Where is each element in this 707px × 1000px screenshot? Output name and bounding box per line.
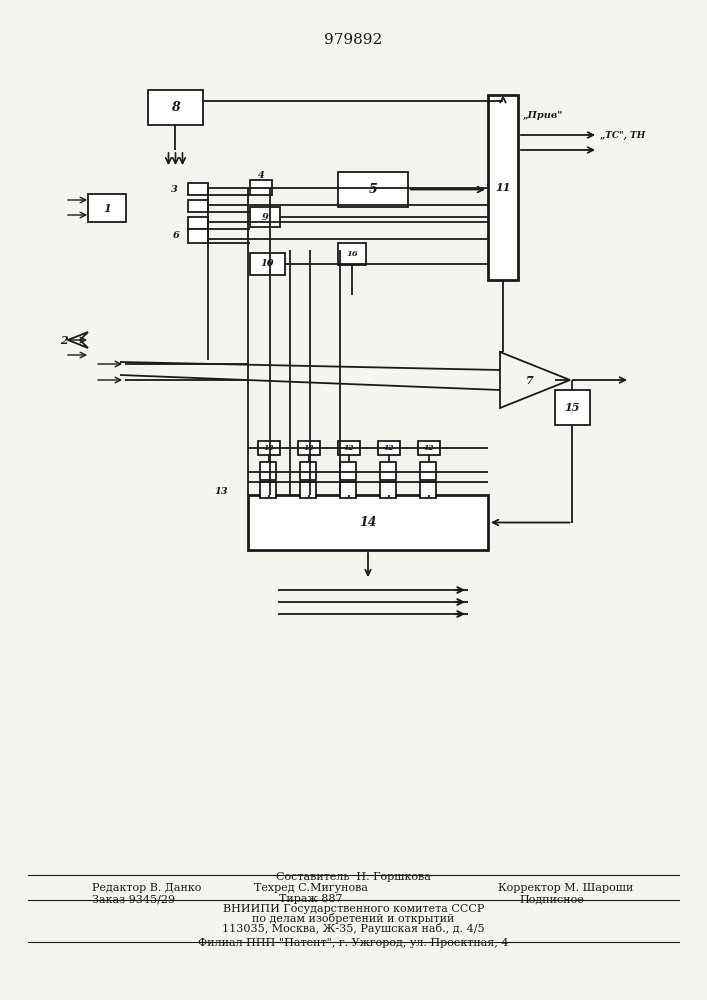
Text: 2: 2	[60, 334, 68, 346]
Text: Заказ 9345/29: Заказ 9345/29	[92, 894, 175, 904]
FancyBboxPatch shape	[340, 482, 356, 498]
Text: Подписное: Подписное	[519, 894, 584, 904]
FancyBboxPatch shape	[188, 217, 208, 229]
FancyBboxPatch shape	[250, 180, 272, 195]
Text: 16: 16	[346, 250, 358, 258]
Text: Тираж 887: Тираж 887	[279, 894, 343, 904]
Text: 12: 12	[344, 444, 354, 452]
Text: 10: 10	[261, 259, 274, 268]
Text: 5: 5	[368, 183, 378, 196]
Text: 7: 7	[526, 374, 534, 385]
FancyBboxPatch shape	[250, 253, 285, 275]
FancyBboxPatch shape	[338, 441, 360, 455]
Text: по делам изобретений и открытий: по делам изобретений и открытий	[252, 913, 455, 924]
Text: 979892: 979892	[324, 33, 382, 47]
Text: 14: 14	[359, 516, 377, 529]
FancyBboxPatch shape	[260, 462, 276, 480]
FancyBboxPatch shape	[250, 207, 280, 227]
Text: 11: 11	[495, 182, 510, 193]
FancyBboxPatch shape	[298, 441, 320, 455]
FancyBboxPatch shape	[148, 90, 203, 125]
FancyBboxPatch shape	[418, 441, 440, 455]
FancyBboxPatch shape	[340, 462, 356, 480]
Text: 12: 12	[304, 444, 314, 452]
Text: Редактор В. Данко: Редактор В. Данко	[92, 883, 201, 893]
FancyBboxPatch shape	[378, 441, 400, 455]
FancyBboxPatch shape	[420, 482, 436, 498]
FancyBboxPatch shape	[420, 462, 436, 480]
FancyBboxPatch shape	[188, 183, 208, 195]
Text: 12: 12	[423, 444, 434, 452]
Text: Техред С.Мигунова: Техред С.Мигунова	[254, 883, 368, 893]
Text: 12: 12	[384, 444, 395, 452]
Text: Филиал ППП "Патент", г. Ужгород, ул. Проектная, 4: Филиал ППП "Патент", г. Ужгород, ул. Про…	[198, 938, 509, 948]
Text: 9: 9	[262, 213, 269, 222]
Text: „Прив": „Прив"	[523, 110, 563, 119]
FancyBboxPatch shape	[555, 390, 590, 425]
Text: „ТС", ТН: „ТС", ТН	[600, 130, 645, 140]
FancyBboxPatch shape	[300, 482, 316, 498]
Text: 15: 15	[565, 402, 580, 413]
Text: 3: 3	[171, 184, 178, 194]
FancyBboxPatch shape	[380, 462, 396, 480]
FancyBboxPatch shape	[88, 194, 126, 222]
Text: 1: 1	[103, 202, 111, 214]
FancyBboxPatch shape	[248, 495, 488, 550]
FancyBboxPatch shape	[260, 482, 276, 498]
Text: 13: 13	[214, 488, 228, 496]
FancyBboxPatch shape	[300, 462, 316, 480]
FancyBboxPatch shape	[188, 229, 208, 243]
Text: 8: 8	[171, 101, 180, 114]
FancyBboxPatch shape	[488, 95, 518, 280]
Text: 6: 6	[173, 232, 180, 240]
Text: 113035, Москва, Ж-35, Раушская наб., д. 4/5: 113035, Москва, Ж-35, Раушская наб., д. …	[222, 923, 485, 934]
FancyBboxPatch shape	[258, 441, 280, 455]
Text: 12: 12	[264, 444, 274, 452]
FancyBboxPatch shape	[338, 172, 408, 207]
Text: Составитель  Н. Горшкова: Составитель Н. Горшкова	[276, 872, 431, 882]
FancyBboxPatch shape	[380, 482, 396, 498]
FancyBboxPatch shape	[188, 200, 208, 212]
Text: ВНИИПИ Государственного комитета СССР: ВНИИПИ Государственного комитета СССР	[223, 904, 484, 914]
FancyBboxPatch shape	[338, 243, 366, 265]
Text: Корректор М. Шароши: Корректор М. Шароши	[498, 883, 633, 893]
Text: 4: 4	[257, 172, 264, 180]
